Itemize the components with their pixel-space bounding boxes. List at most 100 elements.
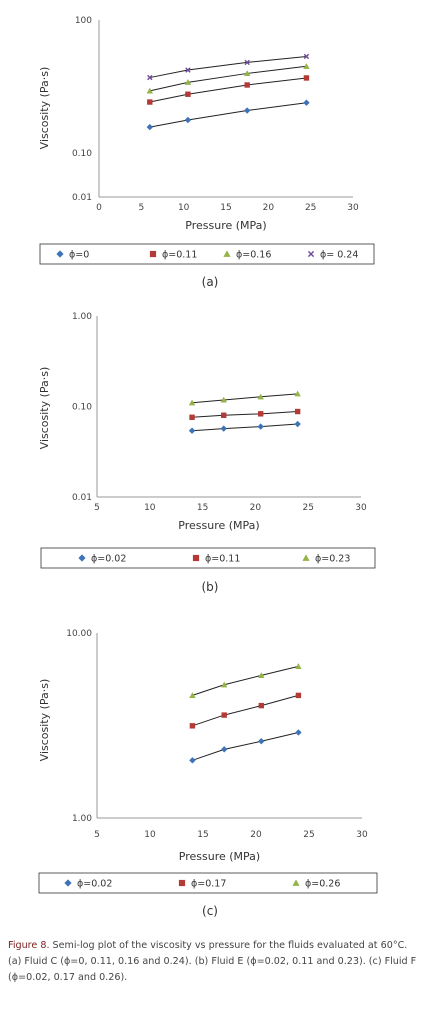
chart-b-legend-marker-0	[78, 554, 86, 562]
chart-b-legend-marker-1	[192, 554, 200, 562]
chart-b-series-2-point-0	[188, 399, 196, 406]
chart-a-y-tick-label-1: 0.10	[72, 149, 92, 159]
chart-a-series-3-point-1	[185, 67, 191, 73]
chart-c-legend-marker-1	[178, 879, 186, 887]
chart-a-x-tick-label-3: 15	[220, 203, 231, 213]
chart-a-series-3-point-2-stroke-2	[244, 59, 250, 66]
chart-a-legend-marker-2	[223, 250, 231, 257]
chart-a-series-1-point-1	[185, 91, 191, 97]
chart-c-legend-label-2: ϕ=0.26	[305, 879, 340, 890]
chart-c-series-0-point-0	[189, 757, 196, 764]
chart-a-series-1-point-0	[147, 99, 153, 105]
chart-a-series-1-line	[149, 77, 307, 103]
chart-c-y-tick-label-0: 10.00	[66, 629, 92, 639]
chart-b-series-2-point-3	[294, 390, 301, 397]
chart-b-series-2-line	[191, 393, 298, 404]
chart-a-series-3-point-2	[244, 59, 250, 66]
chart-a-series-3-point-3	[303, 53, 310, 60]
chart-a-series-0-line	[149, 102, 307, 128]
chart-b-series-0-point-2	[257, 423, 264, 430]
chart-a-series-1-point-2	[244, 82, 250, 88]
chart-a-series-3-point-1-stroke-2	[185, 67, 191, 73]
chart-c-series-0-point-2	[258, 738, 265, 745]
chart-b-series-0-point-0	[188, 427, 196, 434]
chart-a-series-0-point-0	[146, 123, 153, 131]
chart-c-legend-marker-2	[292, 879, 300, 886]
chart-a-series-2-point-2	[243, 70, 251, 76]
chart-b-series-1-line	[192, 411, 298, 418]
chart-a-y-tick-label-2: 0.01	[72, 193, 92, 203]
chart-a-series-2-point-1	[184, 79, 192, 85]
chart-b-series-1-point-1	[221, 412, 227, 418]
chart-c-series-2-point-3	[295, 663, 302, 669]
chart-c-legend-label-1: ϕ=0.17	[191, 879, 226, 890]
chart-a-series-3-point-0	[147, 74, 153, 81]
chart-c-series-0-line	[192, 731, 299, 761]
chart-b-subtitle: (b)	[202, 580, 219, 594]
chart-a-series-2-line	[149, 65, 307, 92]
chart-a-series-0-point-2	[243, 107, 251, 114]
chart-b-legend-label-1: ϕ=0.11	[205, 554, 240, 565]
chart-a-legend-marker-3-stroke-2	[307, 250, 315, 258]
chart-a-legend-marker-3	[307, 250, 315, 258]
chart-c-x-tick-label-1: 10	[144, 830, 156, 840]
chart-a-y-axis-title: Viscosity (Pa·s)	[38, 67, 51, 150]
chart-b-series-0-line	[192, 423, 298, 432]
chart-c-x-tick-label-0: 5	[94, 830, 100, 840]
chart-b-x-tick-label-3: 20	[250, 503, 262, 513]
chart-c-x-tick-label-2: 15	[197, 830, 208, 840]
chart-c-x-axis-title: Pressure (MPa)	[179, 850, 260, 863]
chart-a-legend-box	[39, 243, 375, 265]
chart-c-y-tick-label-1: 1.00	[72, 814, 92, 824]
chart-c-legend-box	[38, 872, 378, 894]
chart-b-x-tick-label-5: 30	[355, 503, 367, 513]
chart-a-series-1-point-3	[303, 75, 310, 81]
chart-a-series-3-line	[149, 55, 307, 79]
chart-c-series-2-point-1	[221, 681, 228, 688]
figure-caption: Figure 8. Semi-log plot of the viscosity…	[8, 938, 418, 986]
chart-a-y-tick-label-0: 100	[75, 16, 92, 26]
chart-a-series-0-point-3	[303, 99, 310, 106]
chart-b-series-2-point-2	[257, 393, 264, 400]
chart-b-y-tick-label-2: 0.01	[72, 493, 92, 503]
chart-a-x-tick-label-5: 25	[305, 203, 316, 213]
chart-c-series-2-point-2	[258, 672, 265, 678]
chart-b-series-0-point-3	[294, 420, 301, 428]
chart-a-series-3-point-3-stroke-2	[303, 53, 310, 60]
chart-b-y-axis-title: Viscosity (Pa·s)	[38, 367, 51, 450]
chart-a-series-2-point-0	[146, 87, 153, 94]
chart-b-legend-label-0: ϕ=0.02	[91, 554, 126, 565]
chart-c-subtitle: (c)	[202, 904, 218, 918]
chart-c-series-0-point-1	[221, 746, 228, 753]
chart-a-x-tick-label-4: 20	[263, 203, 275, 213]
chart-a-series-0-point-1	[184, 116, 192, 124]
chart-b-y-tick-label-0: 1.00	[72, 312, 92, 322]
chart-c-x-tick-label-3: 20	[250, 830, 262, 840]
chart-b-legend-label-2: ϕ=0.23	[315, 554, 350, 565]
chart-a-x-tick-label-0: 0	[96, 203, 102, 213]
chart-c-legend-label-0: ϕ=0.02	[77, 879, 112, 890]
chart-c-series-1-point-0	[189, 723, 196, 729]
chart-b-y-tick-label-1: 0.10	[72, 403, 92, 413]
chart-c-series-1-point-1	[221, 712, 227, 718]
chart-a-x-tick-label-2: 10	[178, 203, 190, 213]
chart-c-y-axis-title: Viscosity (Pa·s)	[38, 679, 51, 762]
chart-b-series-2-point-1	[220, 396, 227, 403]
chart-c-legend-marker-0	[64, 879, 72, 887]
chart-a-series-2-point-3	[303, 63, 310, 69]
chart-c-series-2-point-0	[189, 692, 196, 698]
chart-b-legend-marker-2	[302, 554, 310, 561]
chart-b-x-tick-label-1: 10	[144, 503, 156, 513]
chart-b-series-0-point-1	[220, 425, 227, 432]
chart-a-x-tick-label-1: 5	[138, 203, 144, 213]
caption-text: Semi-log plot of the viscosity vs pressu…	[8, 940, 417, 983]
chart-a-legend-label-1: ϕ=0.11	[162, 250, 197, 261]
chart-b-series-1-point-3	[294, 408, 301, 415]
chart-c-series-1-point-3	[295, 692, 302, 699]
chart-b-x-axis-title: Pressure (MPa)	[178, 519, 259, 532]
chart-a-legend-label-3: ϕ= 0.24	[320, 250, 358, 261]
chart-a-x-tick-label-6: 30	[347, 203, 359, 213]
chart-a-x-axis-title: Pressure (MPa)	[185, 219, 266, 232]
chart-a-series-3-point-0-stroke-2	[147, 74, 153, 81]
chart-b-series-1-point-2	[257, 411, 264, 417]
